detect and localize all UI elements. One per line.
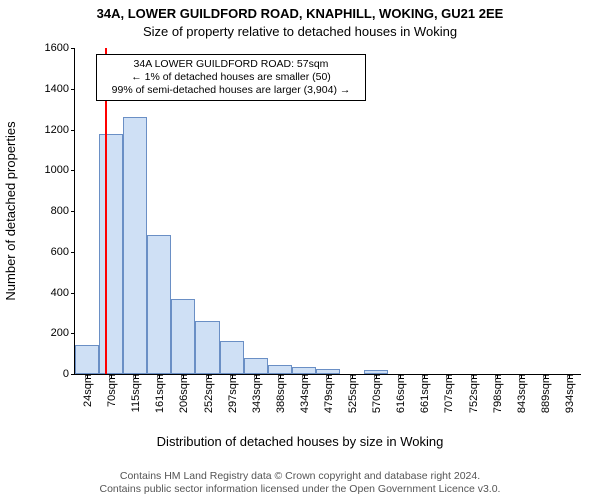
x-tick-label: 252sqm [201, 374, 215, 413]
y-tick-mark [71, 211, 75, 212]
x-tick-label: 297sqm [225, 374, 239, 413]
footer-attribution: Contains HM Land Registry data © Crown c… [0, 470, 600, 496]
footer-line1: Contains HM Land Registry data © Crown c… [0, 470, 600, 483]
histogram-bar [195, 321, 219, 374]
histogram-bar [147, 235, 171, 374]
histogram-bar [292, 367, 316, 374]
histogram-bar [123, 117, 147, 374]
histogram-bar [244, 358, 268, 374]
x-tick-label: 707sqm [441, 374, 455, 413]
x-tick-label: 525sqm [345, 374, 359, 413]
annotation-line: 34A LOWER GUILDFORD ROAD: 57sqm [103, 58, 359, 71]
histogram-bar [171, 299, 195, 374]
x-tick-label: 798sqm [490, 374, 504, 413]
histogram-bar [220, 341, 244, 374]
x-tick-label: 843sqm [514, 374, 528, 413]
y-tick-mark [71, 374, 75, 375]
y-axis-label: Number of detached properties [3, 121, 18, 300]
x-tick-label: 889sqm [538, 374, 552, 413]
x-tick-label: 934sqm [562, 374, 576, 413]
histogram-bar [75, 345, 99, 374]
x-axis-label: Distribution of detached houses by size … [0, 434, 600, 449]
y-tick-mark [71, 333, 75, 334]
x-tick-label: 206sqm [176, 374, 190, 413]
annotation-line: ← 1% of detached houses are smaller (50) [103, 71, 359, 84]
y-tick-mark [71, 252, 75, 253]
x-tick-label: 24sqm [80, 374, 94, 407]
x-tick-label: 570sqm [369, 374, 383, 413]
y-tick-mark [71, 89, 75, 90]
x-tick-label: 616sqm [393, 374, 407, 413]
annotation-line: 99% of semi-detached houses are larger (… [103, 84, 359, 97]
x-tick-label: 115sqm [128, 374, 142, 412]
x-tick-label: 343sqm [249, 374, 263, 413]
y-tick-mark [71, 170, 75, 171]
x-tick-label: 388sqm [273, 374, 287, 413]
x-tick-label: 661sqm [417, 374, 431, 413]
y-tick-mark [71, 48, 75, 49]
x-tick-label: 161sqm [152, 374, 166, 413]
histogram-bar [268, 365, 292, 374]
chart-container: 34A, LOWER GUILDFORD ROAD, KNAPHILL, WOK… [0, 0, 600, 500]
histogram-bar [99, 134, 123, 374]
annotation-box: 34A LOWER GUILDFORD ROAD: 57sqm← 1% of d… [96, 54, 366, 101]
x-tick-label: 70sqm [104, 374, 118, 407]
y-tick-mark [71, 130, 75, 131]
y-tick-mark [71, 293, 75, 294]
chart-title-line2: Size of property relative to detached ho… [0, 24, 600, 39]
x-tick-label: 434sqm [297, 374, 311, 413]
x-tick-label: 479sqm [321, 374, 335, 413]
chart-title-line1: 34A, LOWER GUILDFORD ROAD, KNAPHILL, WOK… [0, 6, 600, 21]
footer-line2: Contains public sector information licen… [0, 483, 600, 496]
x-tick-label: 752sqm [466, 374, 480, 413]
